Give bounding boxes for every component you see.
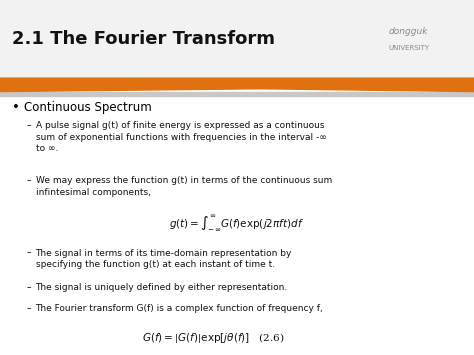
Text: –: –: [26, 248, 30, 257]
Text: –: –: [26, 121, 30, 130]
Text: Continuous Spectrum: Continuous Spectrum: [24, 101, 152, 114]
Text: dongguk: dongguk: [389, 27, 428, 37]
Text: We may express the function g(t) in terms of the continuous sum
infintesimal com: We may express the function g(t) in term…: [36, 176, 332, 197]
Text: –: –: [26, 304, 30, 313]
Text: 2.1 The Fourier Transform: 2.1 The Fourier Transform: [12, 30, 275, 48]
Text: –: –: [26, 176, 30, 185]
Text: The signal in terms of its time-domain representation by
specifying the function: The signal in terms of its time-domain r…: [36, 248, 292, 269]
Text: The signal is uniquely defined by either representation.: The signal is uniquely defined by either…: [36, 283, 288, 292]
Polygon shape: [0, 78, 474, 92]
Polygon shape: [0, 92, 474, 96]
Text: UNIVERSITY: UNIVERSITY: [389, 45, 430, 51]
Text: $g(t) = \int_{-\infty}^{\infty} G(f )\mathrm{exp}( j2\pi ft)df$: $g(t) = \int_{-\infty}^{\infty} G(f )\ma…: [170, 213, 304, 233]
Text: –: –: [26, 283, 30, 292]
Text: $G(f ) = \left|G(f )\right|\mathrm{exp}[j\theta(f )]$   (2.6): $G(f ) = \left|G(f )\right|\mathrm{exp}[…: [142, 331, 285, 344]
Bar: [0, 0, 474, 78]
Text: •: •: [12, 101, 20, 114]
Text: A pulse signal g(t) of finite energy is expressed as a continuous
sum of exponen: A pulse signal g(t) of finite energy is …: [36, 121, 326, 153]
Text: The Fourier transform G(f) is a complex function of frequency f,: The Fourier transform G(f) is a complex …: [36, 304, 323, 313]
